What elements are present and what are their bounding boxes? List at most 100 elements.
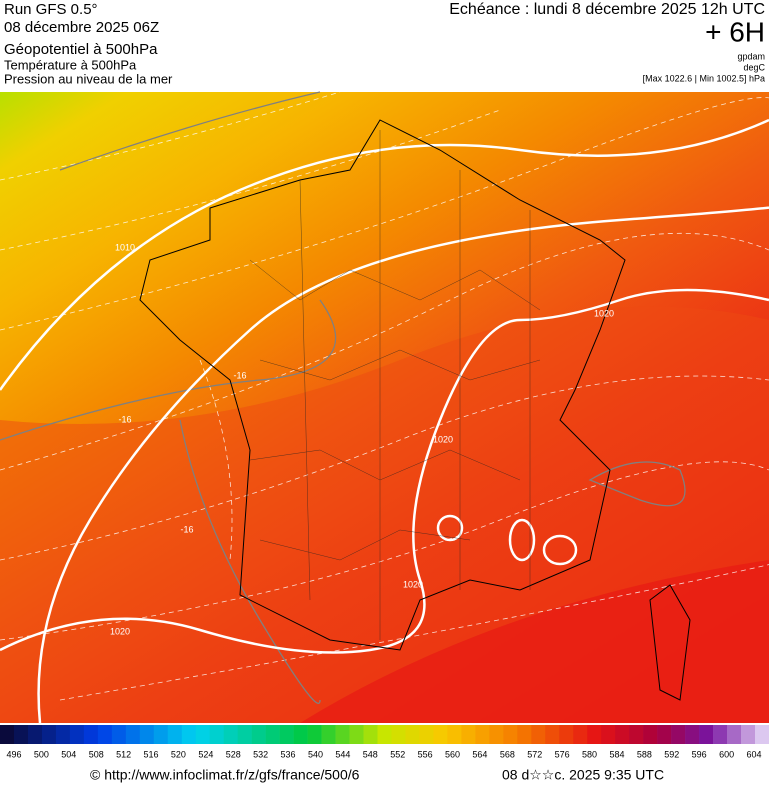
- scale-label: 520: [171, 749, 186, 759]
- scale-box: [251, 725, 266, 744]
- scale-box: [587, 725, 602, 744]
- scale-box: [377, 725, 392, 744]
- scale-box: [69, 725, 85, 744]
- scale-box: [419, 725, 434, 744]
- scale-box: [489, 725, 504, 744]
- scale-box: [125, 725, 141, 744]
- scale-label: 584: [609, 749, 624, 759]
- contour-label: -16: [233, 370, 246, 380]
- scale-box: [447, 725, 462, 744]
- contour-label: -16: [180, 524, 193, 534]
- scale-box: [391, 725, 406, 744]
- scale-box: [517, 725, 532, 744]
- scale-box: [111, 725, 127, 744]
- scale-box: [307, 725, 322, 744]
- scale-label: 552: [390, 749, 405, 759]
- scale-label: 596: [692, 749, 707, 759]
- scale-box: [615, 725, 630, 744]
- scale-label: 544: [335, 749, 350, 759]
- contour-labels: 1010 1020 1020 1020 1020 -16 -16 -16: [110, 242, 614, 636]
- scale-box: [713, 725, 728, 744]
- scale-box: [223, 725, 238, 744]
- scale-box: [13, 725, 29, 744]
- contour-label: 1010: [115, 242, 135, 252]
- scale-label: 500: [34, 749, 49, 759]
- scale-box: [139, 725, 155, 744]
- scale-box: [167, 725, 183, 744]
- scale-box: [559, 725, 574, 744]
- scale-box: [195, 725, 211, 744]
- offset: + 6H: [705, 16, 765, 47]
- scale-label: 528: [226, 749, 241, 759]
- scale-box: [293, 725, 308, 744]
- scale-label: 564: [472, 749, 487, 759]
- scale-label: 568: [500, 749, 515, 759]
- scale-box: [629, 725, 644, 744]
- borders: [249, 130, 541, 640]
- scale-box: [461, 725, 476, 744]
- scale-label: 588: [637, 749, 652, 759]
- scale-box: [153, 725, 169, 744]
- scale-labels: 496 500 504 508 512 516 520 524 528 532 536 540 544 5…: [6, 749, 761, 759]
- scale-label: 524: [198, 749, 213, 759]
- contour-label: 1020: [403, 579, 423, 589]
- scale-box: [237, 725, 252, 744]
- contour-label: 1020: [110, 626, 130, 636]
- scale-label: 556: [418, 749, 433, 759]
- coastline: [649, 584, 691, 701]
- scale-box: [475, 725, 490, 744]
- scale-label: 516: [144, 749, 159, 759]
- unit: degC: [743, 62, 765, 72]
- source: © http://www.infoclimat.fr/z/gfs/france/…: [90, 767, 360, 783]
- scale-label: 532: [253, 749, 268, 759]
- field: Température à 500hPa: [4, 57, 137, 72]
- scale-label: 536: [281, 749, 296, 759]
- scale-label: 600: [719, 749, 734, 759]
- scale-label: 508: [89, 749, 104, 759]
- scale-box: [41, 725, 57, 744]
- scale-box: [83, 725, 99, 744]
- scale-label: 504: [61, 749, 76, 759]
- isobars: [0, 118, 769, 724]
- scale-box: [727, 725, 742, 744]
- scale-box: [433, 725, 448, 744]
- shading-band: [300, 560, 769, 723]
- scale-box: [209, 725, 225, 744]
- scale-label: 512: [116, 749, 131, 759]
- echeance: Echéance : lundi 8 décembre 2025 12h UTC: [449, 1, 765, 18]
- generated: 08 d☆☆c. 2025 9:35 UTC: [502, 767, 664, 783]
- range: [Max 1022.6 | Min 1002.5] hPa: [643, 73, 765, 83]
- contour-label: 1020: [433, 434, 453, 444]
- scale-label: 548: [363, 749, 378, 759]
- scale-label: 576: [555, 749, 570, 759]
- scale-label: 540: [308, 749, 323, 759]
- scale-box: [643, 725, 658, 744]
- scale-box: [335, 725, 350, 744]
- scale-box: [755, 725, 769, 744]
- scale-label: 580: [582, 749, 597, 759]
- gray-isolines: [0, 91, 686, 704]
- run-date: 08 décembre 2025 06Z: [4, 19, 159, 36]
- map: [0, 91, 769, 724]
- unit: gpdam: [737, 51, 765, 61]
- scale-box: [265, 725, 280, 744]
- field: Géopotentiel à 500hPa: [4, 41, 158, 58]
- scale-label: 572: [527, 749, 542, 759]
- scale-box: [685, 725, 700, 744]
- contour-label: -16: [118, 414, 131, 424]
- scale-label: 496: [6, 749, 21, 759]
- scale-box: [97, 725, 113, 744]
- scale-box: [503, 725, 518, 744]
- scale-box: [699, 725, 714, 744]
- temperature-isolines: [0, 91, 769, 701]
- scale-box: [531, 725, 546, 744]
- contour-label: 1020: [594, 308, 614, 318]
- scale-box: [279, 725, 294, 744]
- coastline: [139, 119, 626, 651]
- scale-box: [181, 725, 197, 744]
- scale-box: [55, 725, 71, 744]
- color-scale: [0, 725, 769, 744]
- scale-box: [545, 725, 560, 744]
- field: Pression au niveau de la mer: [4, 71, 173, 86]
